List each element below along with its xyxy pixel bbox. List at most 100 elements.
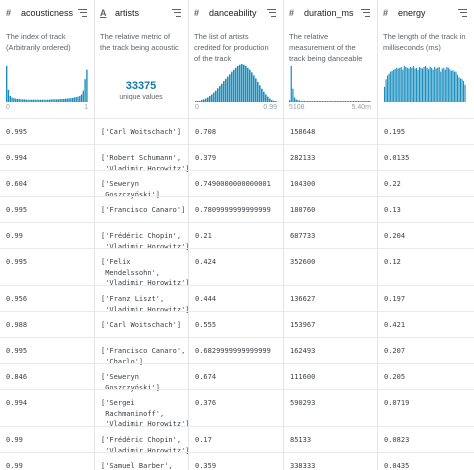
numeric-type-icon: # <box>194 7 200 18</box>
cell-acousticness[interactable]: 0.956 <box>6 295 28 303</box>
histogram-bar <box>45 99 47 102</box>
cell-acousticness[interactable]: 0.995 <box>6 347 28 355</box>
table-row[interactable]: 0.994 ['Robert Schumann', 'Vladimir Horow… <box>0 144 474 173</box>
column-menu-icon[interactable] <box>458 8 467 17</box>
cell-energy[interactable]: 0.207 <box>384 347 406 355</box>
cell-energy[interactable]: 0.204 <box>384 232 406 240</box>
histogram-bar <box>412 65 414 102</box>
cell-artists[interactable]: ['Sergei Rachmaninoff', 'Vladimir Horowi… <box>101 399 190 428</box>
table-row[interactable]: 0.846 ['Seweryn Goszczyński'] 0.674 111600 0… <box>0 363 474 392</box>
cell-duration-ms[interactable]: 85133 <box>290 436 312 444</box>
cell-artists[interactable]: ['Franz Liszt', 'Vladimir Horowitz'] <box>101 295 190 314</box>
acousticness-histogram[interactable] <box>6 62 88 102</box>
cell-artists[interactable]: ['Francisco Canaro', 'Charlo'] <box>101 347 186 366</box>
table-row[interactable]: 0.956 ['Franz Liszt', 'Vladimir Horowitz'… <box>0 285 474 314</box>
cell-artists[interactable]: ['Frédéric Chopin', 'Vladimir Horowitz'] <box>101 436 190 455</box>
cell-duration-ms[interactable]: 338333 <box>290 462 316 470</box>
cell-energy[interactable]: 0.197 <box>384 295 406 303</box>
cell-acousticness[interactable]: 0.995 <box>6 258 28 266</box>
cell-energy[interactable]: 0.195 <box>384 128 406 136</box>
cell-acousticness[interactable]: 0.995 <box>6 128 28 136</box>
cell-artists[interactable]: ['Seweryn Goszczyński'] <box>101 180 161 199</box>
cell-duration-ms[interactable]: 162493 <box>290 347 316 355</box>
cell-artists[interactable]: ['Felix Mendelssohn', 'Vladimir Horowitz… <box>101 258 190 287</box>
table-row[interactable]: 0.99 ['Samuel Barber', 'Vladimir Horowitz… <box>0 452 474 470</box>
column-title[interactable]: duration_ms <box>304 7 354 18</box>
cell-danceability[interactable]: 0.7490000000000001 <box>195 180 271 188</box>
cell-danceability[interactable]: 0.17 <box>195 436 212 444</box>
cell-duration-ms[interactable]: 590293 <box>290 399 316 407</box>
cell-artists[interactable]: ['Carl Woitschach'] <box>101 321 182 329</box>
cell-artists[interactable]: ['Francisco Canaro'] <box>101 206 186 214</box>
cell-energy[interactable]: 0.22 <box>384 180 401 188</box>
cell-danceability[interactable]: 0.424 <box>195 258 217 266</box>
table-row[interactable]: 0.995 ['Francisco Canaro', 'Charlo'] 0.682… <box>0 337 474 366</box>
column-menu-icon[interactable] <box>361 8 370 17</box>
cell-danceability[interactable]: 0.444 <box>195 295 217 303</box>
cell-acousticness[interactable]: 0.99 <box>6 462 23 470</box>
column-title[interactable]: acousticness <box>21 7 74 18</box>
cell-duration-ms[interactable]: 282133 <box>290 154 316 162</box>
cell-duration-ms[interactable]: 180760 <box>290 206 316 214</box>
table-row[interactable]: 0.995 ['Carl Woitschach'] 0.708 158648 0.195 <box>0 118 474 144</box>
cell-acousticness[interactable]: 0.846 <box>6 373 28 381</box>
column-menu-icon[interactable] <box>78 8 87 17</box>
cell-danceability[interactable]: 0.708 <box>195 128 217 136</box>
cell-duration-ms[interactable]: 687733 <box>290 232 316 240</box>
danceability-histogram[interactable] <box>195 62 277 102</box>
cell-artists[interactable]: ['Samuel Barber', 'Vladimir Horowitz'] <box>101 462 173 470</box>
cell-danceability[interactable]: 0.359 <box>195 462 217 470</box>
table-row[interactable]: 0.99 ['Frédéric Chopin', 'Vladimir Horowi… <box>0 426 474 455</box>
cell-duration-ms[interactable]: 352600 <box>290 258 316 266</box>
column-title[interactable]: danceability <box>209 7 257 18</box>
cell-acousticness[interactable]: 0.995 <box>6 206 28 214</box>
table-row[interactable]: 0.988 ['Carl Woitschach'] 0.555 153967 0.421 <box>0 311 474 337</box>
histogram-bar <box>253 75 255 102</box>
table-row[interactable]: 0.995 ['Francisco Canaro'] 0.7809999999999… <box>0 196 474 222</box>
axis-min-label: 5108 <box>289 104 305 111</box>
cell-energy[interactable]: 0.205 <box>384 373 406 381</box>
cell-danceability[interactable]: 0.21 <box>195 232 212 240</box>
cell-danceability[interactable]: 0.7809999999999999 <box>195 206 271 214</box>
cell-energy[interactable]: 0.0719 <box>384 399 410 407</box>
cell-duration-ms[interactable]: 104300 <box>290 180 316 188</box>
cell-duration-ms[interactable]: 158648 <box>290 128 316 136</box>
cell-acousticness[interactable]: 0.604 <box>6 180 28 188</box>
cell-danceability[interactable]: 0.674 <box>195 373 217 381</box>
table-row[interactable]: 0.994 ['Sergei Rachmaninoff', 'Vladimir H… <box>0 389 474 428</box>
cell-danceability[interactable]: 0.6829999999999999 <box>195 347 271 355</box>
cell-artists[interactable]: ['Seweryn Goszczyński'] <box>101 373 161 392</box>
column-menu-icon[interactable] <box>267 8 276 17</box>
cell-duration-ms[interactable]: 153967 <box>290 321 316 329</box>
cell-energy[interactable]: 0.0435 <box>384 462 410 470</box>
cell-duration-ms[interactable]: 111600 <box>290 373 316 381</box>
cell-artists[interactable]: ['Robert Schumann', 'Vladimir Horowitz'] <box>101 154 190 173</box>
cell-acousticness[interactable]: 0.99 <box>6 232 23 240</box>
duration-histogram[interactable] <box>289 62 371 102</box>
cell-energy[interactable]: 0.0823 <box>384 436 410 444</box>
cell-energy[interactable]: 0.0135 <box>384 154 410 162</box>
column-title[interactable]: artists <box>115 7 140 18</box>
column-menu-icon[interactable] <box>172 8 181 17</box>
cell-acousticness[interactable]: 0.994 <box>6 154 28 162</box>
cell-artists[interactable]: ['Carl Woitschach'] <box>101 128 182 136</box>
cell-artists[interactable]: ['Frédéric Chopin', 'Vladimir Horowitz'] <box>101 232 190 251</box>
cell-danceability[interactable]: 0.379 <box>195 154 217 162</box>
cell-acousticness[interactable]: 0.988 <box>6 321 28 329</box>
table-row[interactable]: 0.995 ['Felix Mendelssohn', 'Vladimir Hor… <box>0 248 474 287</box>
table-row[interactable]: 0.99 ['Frédéric Chopin', 'Vladimir Horowi… <box>0 222 474 251</box>
histogram-bar <box>343 101 345 102</box>
histogram-bar <box>341 101 343 102</box>
cell-acousticness[interactable]: 0.994 <box>6 399 28 407</box>
cell-danceability[interactable]: 0.376 <box>195 399 217 407</box>
cell-duration-ms[interactable]: 136627 <box>290 295 316 303</box>
energy-histogram[interactable] <box>384 62 466 102</box>
cell-energy[interactable]: 0.421 <box>384 321 406 329</box>
cell-energy[interactable]: 0.13 <box>384 206 401 214</box>
table-row[interactable]: 0.604 ['Seweryn Goszczyński'] 0.7490000000… <box>0 170 474 199</box>
cell-danceability[interactable]: 0.555 <box>195 321 217 329</box>
cell-acousticness[interactable]: 0.99 <box>6 436 23 444</box>
cell-energy[interactable]: 0.12 <box>384 258 401 266</box>
histogram-bar <box>441 68 443 102</box>
column-title[interactable]: energy <box>398 7 426 18</box>
